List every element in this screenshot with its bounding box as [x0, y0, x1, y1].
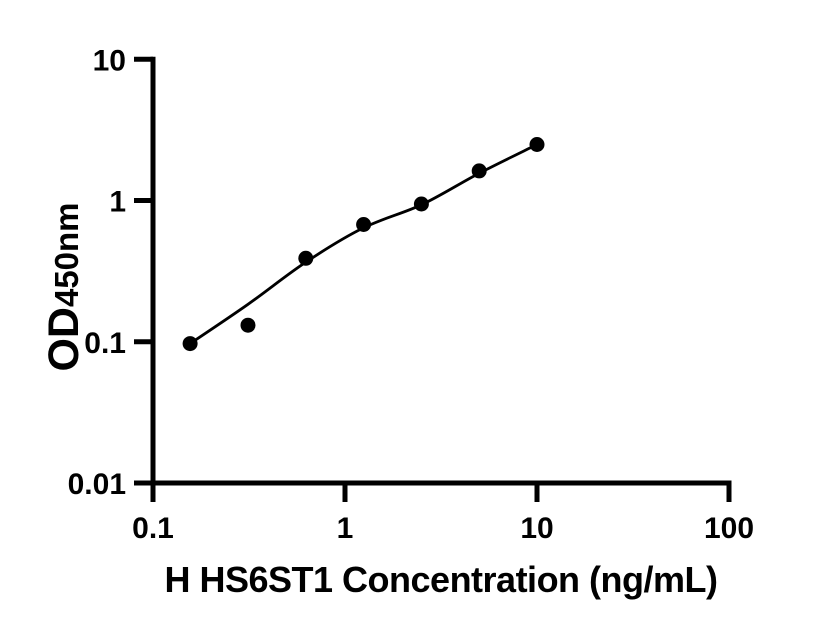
- y-tick-label: 0.1: [84, 327, 126, 360]
- data-point: [471, 163, 487, 179]
- data-point: [298, 250, 314, 266]
- data-point: [182, 336, 198, 352]
- y-tick-label: 0.01: [68, 468, 126, 501]
- y-axis-title-main: OD: [40, 307, 88, 372]
- y-tick-labels: 0.01 0.1 1 10: [68, 44, 126, 501]
- y-axis-title-sub: 450nm: [48, 202, 85, 307]
- x-axis-title: H HS6ST1 Concentration (ng/mL): [164, 559, 717, 600]
- x-tick-label: 0.1: [132, 512, 174, 545]
- data-point: [356, 217, 372, 232]
- x-tick-labels: 0.1 1 10 100: [132, 512, 754, 545]
- y-axis-ticks: [134, 56, 153, 486]
- data-point: [413, 196, 429, 212]
- axes: [150, 56, 732, 486]
- data-point: [529, 137, 545, 152]
- y-tick-label: 10: [93, 44, 126, 77]
- data-point: [240, 317, 256, 333]
- y-axis-title: OD450nm: [40, 202, 88, 371]
- x-tick-label: 100: [704, 512, 754, 545]
- x-tick-label: 10: [520, 512, 553, 545]
- y-tick-label: 1: [109, 186, 126, 219]
- x-tick-label: 1: [337, 512, 354, 545]
- x-axis-ticks: [150, 483, 732, 502]
- data-points: [182, 137, 545, 352]
